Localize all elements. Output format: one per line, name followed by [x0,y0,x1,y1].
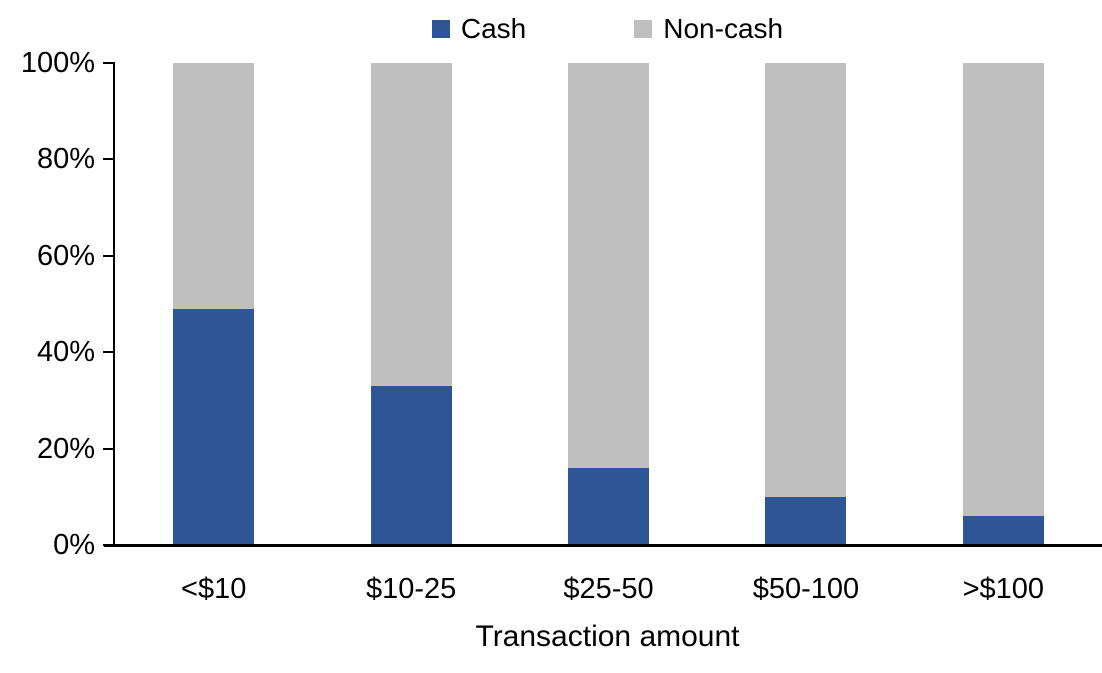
bar-segment-cash [568,467,650,545]
stacked-bar [765,63,847,545]
bar-segment-non-cash [370,63,452,386]
x-axis-tick-label: $50-100 [752,573,860,605]
legend-item-noncash: Non-cash [634,12,783,46]
bar-slot [707,63,904,545]
legend: Cash Non-cash [113,12,1102,46]
bar-segment-non-cash [568,63,650,468]
cash-swatch-icon [431,20,450,38]
y-axis-tick-label: 40% [36,336,95,369]
bar-slot [115,63,312,545]
bar-segment-non-cash [765,63,847,497]
x-axis-tick-labels: <$10 $10-25 $25-50 $50-100 >$100 [115,573,1102,606]
stacked-bar [173,63,255,545]
y-axis-tick [103,254,113,257]
x-axis-title: Transaction amount [475,620,740,653]
bar-slot [312,63,509,545]
plot-area [115,63,1102,545]
y-axis-tick-label: 60% [36,239,95,272]
stacked-bar [370,63,452,545]
y-axis-tick [103,62,113,64]
y-axis-tick-label: 100% [20,47,95,79]
bar-slot [510,63,707,545]
x-axis-tick-label: <$10 [181,573,247,605]
x-axis-tick-label: $25-50 [563,573,654,605]
y-axis-line [113,62,115,546]
y-axis-tick-label: 20% [36,432,95,465]
y-axis-tick-label: 80% [36,143,95,176]
bar-segment-non-cash [173,63,255,309]
bar-segment-cash [173,308,255,545]
x-axis-tick-label: >$100 [962,573,1045,605]
stacked-bar [568,63,650,545]
legend-label-cash: Cash [460,13,527,44]
x-axis-tick-label: $10-25 [365,573,457,605]
bar-segment-cash [370,385,452,545]
stacked-bar [962,63,1044,545]
bar-segment-non-cash [962,63,1044,517]
bar-segment-cash [765,496,847,545]
noncash-swatch-icon [634,20,653,38]
y-axis-tick [103,158,113,161]
y-axis-tick [103,351,113,354]
legend-item-cash: Cash [431,12,527,46]
bar-segment-cash [962,516,1044,545]
legend-label-noncash: Non-cash [663,13,784,44]
y-axis-tick-label: 0% [53,529,95,561]
x-axis-line [104,544,1102,547]
y-axis-tick [103,447,113,450]
bar-slot [905,63,1102,545]
